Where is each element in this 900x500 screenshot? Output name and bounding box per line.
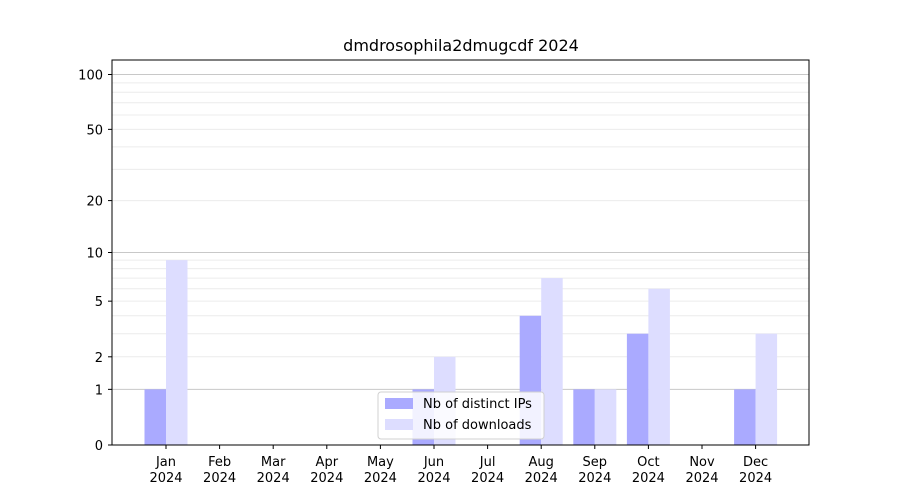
- x-tick-label-year: 2024: [257, 471, 290, 486]
- x-tick-label-month: Dec: [743, 455, 768, 470]
- bar-downloads: [166, 260, 188, 445]
- bar-distinct-ips: [626, 333, 649, 445]
- x-tick-label-year: 2024: [149, 471, 182, 486]
- x-tick-label-year: 2024: [471, 471, 504, 486]
- chart-title: dmdrosophila2dmugcdf 2024: [343, 36, 579, 55]
- legend: Nb of distinct IPs Nb of downloads: [377, 391, 545, 440]
- y-tick-label: 10: [86, 247, 103, 262]
- legend-label: Nb of distinct IPs: [423, 397, 532, 412]
- x-tick-label-month: Feb: [208, 455, 231, 470]
- bar-distinct-ips: [573, 389, 595, 445]
- x-tick-label-month: Mar: [261, 455, 286, 470]
- y-tick-label: 100: [78, 69, 103, 84]
- x-tick-label-month: Sep: [583, 455, 608, 470]
- x-tick-label-year: 2024: [417, 471, 450, 486]
- bar-downloads: [755, 333, 778, 445]
- x-tick-label-month: Apr: [316, 455, 339, 470]
- y-axis: 0 1 2 5 10 20 50 100: [78, 69, 112, 454]
- legend-swatch: [385, 419, 413, 430]
- x-tick-label-year: 2024: [310, 471, 343, 486]
- y-tick-label: 1: [95, 383, 103, 398]
- x-tick-label-year: 2024: [203, 471, 236, 486]
- x-tick-label-year: 2024: [578, 471, 611, 486]
- bar-distinct-ips: [144, 389, 166, 445]
- y-tick-label: 0: [95, 439, 103, 454]
- x-axis: Jan2024Feb2024Mar2024Apr2024May2024Jun20…: [149, 445, 772, 486]
- x-tick-label-year: 2024: [685, 471, 718, 486]
- x-tick-label-month: Jun: [423, 455, 444, 470]
- legend-swatch: [385, 398, 413, 409]
- bar-downloads: [541, 278, 563, 445]
- x-tick-label-month: May: [367, 455, 394, 470]
- bar-downloads: [648, 288, 670, 445]
- y-tick-label: 20: [86, 195, 103, 210]
- x-tick-label-month: Jul: [479, 455, 496, 470]
- x-tick-label-month: Jan: [155, 455, 176, 470]
- x-tick-label-year: 2024: [525, 471, 558, 486]
- y-tick-label: 2: [95, 351, 103, 366]
- y-tick-label: 50: [86, 123, 103, 138]
- x-tick-label-year: 2024: [364, 471, 397, 486]
- x-tick-label-year: 2024: [739, 471, 772, 486]
- bar-downloads: [594, 389, 617, 445]
- grid: [112, 74, 809, 390]
- x-tick-label-month: Aug: [529, 455, 554, 470]
- x-tick-label-month: Nov: [689, 455, 715, 470]
- x-tick-label-month: Oct: [637, 455, 659, 470]
- legend-label: Nb of downloads: [423, 418, 532, 433]
- y-tick-label: 5: [95, 295, 103, 310]
- x-tick-label-year: 2024: [632, 471, 665, 486]
- legend-box: [377, 391, 545, 440]
- bars: [144, 260, 778, 445]
- bar-distinct-ips: [734, 389, 756, 445]
